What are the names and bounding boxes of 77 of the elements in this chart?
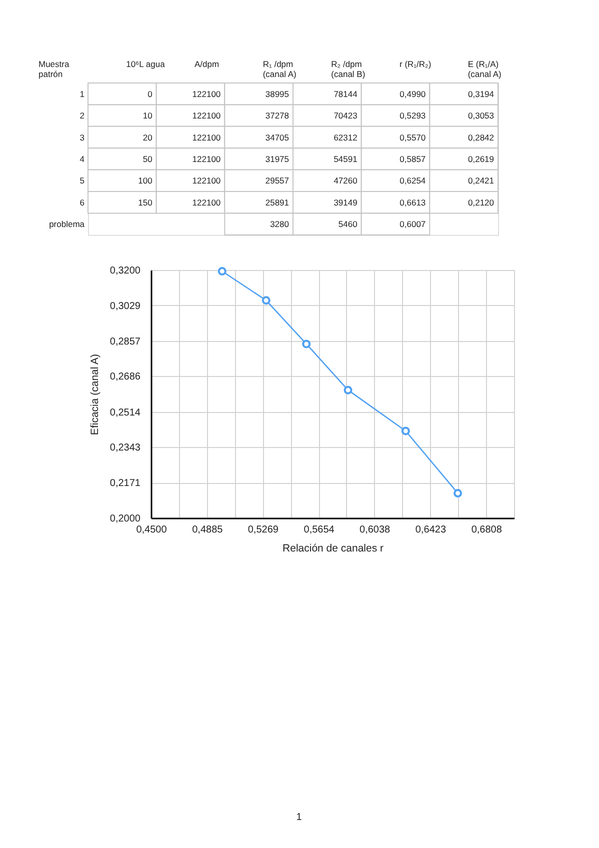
point <box>454 488 462 498</box>
data-label: 10 <box>142 110 153 121</box>
data-label: 122100 <box>192 88 221 99</box>
y-tick-label: 2 <box>80 110 85 121</box>
data-label: 62312 <box>334 132 358 142</box>
data-label: 0,2120 <box>468 197 494 208</box>
data-label: 122100 <box>192 132 221 142</box>
data-label: 150 <box>138 197 153 208</box>
data-label: 5460 <box>338 219 358 230</box>
x-tick-label: R₂ /dpm (canal B) <box>331 59 366 79</box>
data-label: 0,6254 <box>400 176 426 186</box>
x-tick-label: 10⁶L agua <box>126 59 166 69</box>
data-label: 47260 <box>334 176 358 186</box>
text: 1 <box>296 812 302 823</box>
y-tick-label: 0,2171 <box>110 478 141 490</box>
x-tick-label: 0,6808 <box>471 524 502 536</box>
data-label: 0 <box>148 88 153 99</box>
y-tick-label: 0,2857 <box>110 336 141 348</box>
x-tick-label: 0,6038 <box>360 524 391 536</box>
data-label: 0,3053 <box>468 110 494 121</box>
data-label: 31975 <box>265 154 290 164</box>
x-tick-label: 0,4500 <box>136 524 168 536</box>
x-tick-label: A/dpm <box>194 59 220 69</box>
data-label: 0,5570 <box>400 132 426 142</box>
x-tick-label: R₁ /dpm (canal A) <box>262 59 297 79</box>
y-tick-label: 0,3200 <box>110 266 141 276</box>
y-axis-title: Muestra patrón <box>38 59 70 79</box>
x-tick-label: 0,5269 <box>248 524 279 536</box>
data-label: 0,6613 <box>400 197 426 208</box>
x-tick-label: 0,5654 <box>304 524 335 536</box>
data-label: 39149 <box>334 197 358 208</box>
x-tick-label: E (R₁/A) (canal A) <box>468 59 502 79</box>
data-label: 25891 <box>265 197 290 208</box>
data-label: 122100 <box>192 176 221 186</box>
data-label: 50 <box>142 154 153 164</box>
data-label: 20 <box>142 132 153 142</box>
data-label: 37278 <box>265 110 290 121</box>
y-tick-label: 0,2343 <box>110 442 141 454</box>
y-tick-label: 0,2686 <box>110 372 141 383</box>
x-tick-label: 0,6423 <box>415 524 446 536</box>
data-label: 100 <box>138 176 153 186</box>
data-label: 38995 <box>265 88 290 99</box>
y-axis-title: Eficacia (canal A) <box>88 354 101 436</box>
data-label: 70423 <box>334 110 358 121</box>
y-tick-label: 6 <box>80 197 85 208</box>
data-label: 29557 <box>265 176 290 186</box>
data-label: 122100 <box>192 110 221 121</box>
data-label: 3280 <box>270 219 290 230</box>
data-label: 0,5857 <box>400 154 426 164</box>
y-tick-label: problema <box>49 219 85 230</box>
data-label: 122100 <box>192 197 221 208</box>
x-tick-label: 0,4885 <box>192 524 224 536</box>
data-label: 0,6007 <box>400 219 426 230</box>
data-label: 0,2842 <box>468 132 494 142</box>
data-label: 0,4990 <box>400 88 426 99</box>
point <box>262 296 270 305</box>
x-axis-title: Relación de canales r <box>282 542 384 554</box>
point <box>401 426 410 436</box>
point <box>302 340 311 348</box>
y-tick-label: 4 <box>80 154 85 164</box>
y-tick-label: 0,2514 <box>110 407 141 418</box>
y-tick-label: 0,3029 <box>110 300 141 312</box>
data-label: 54591 <box>334 154 358 164</box>
data-label: 0,5293 <box>400 110 426 121</box>
data-label: 0,3194 <box>468 88 494 99</box>
data-label: 0,2619 <box>468 154 494 164</box>
point <box>344 386 352 394</box>
data-label: 0,2421 <box>468 176 494 186</box>
data-label: 122100 <box>192 154 221 164</box>
point <box>218 267 226 276</box>
y-tick-label: 1 <box>80 88 85 99</box>
data-label: 78144 <box>334 88 358 99</box>
y-tick-label: 3 <box>80 132 85 142</box>
y-tick-label: 5 <box>80 176 85 186</box>
x-tick-label: r (R₁/R₂) <box>400 59 432 69</box>
data-label: 34705 <box>265 132 290 142</box>
y-tick-label: 0,2000 <box>110 514 141 524</box>
